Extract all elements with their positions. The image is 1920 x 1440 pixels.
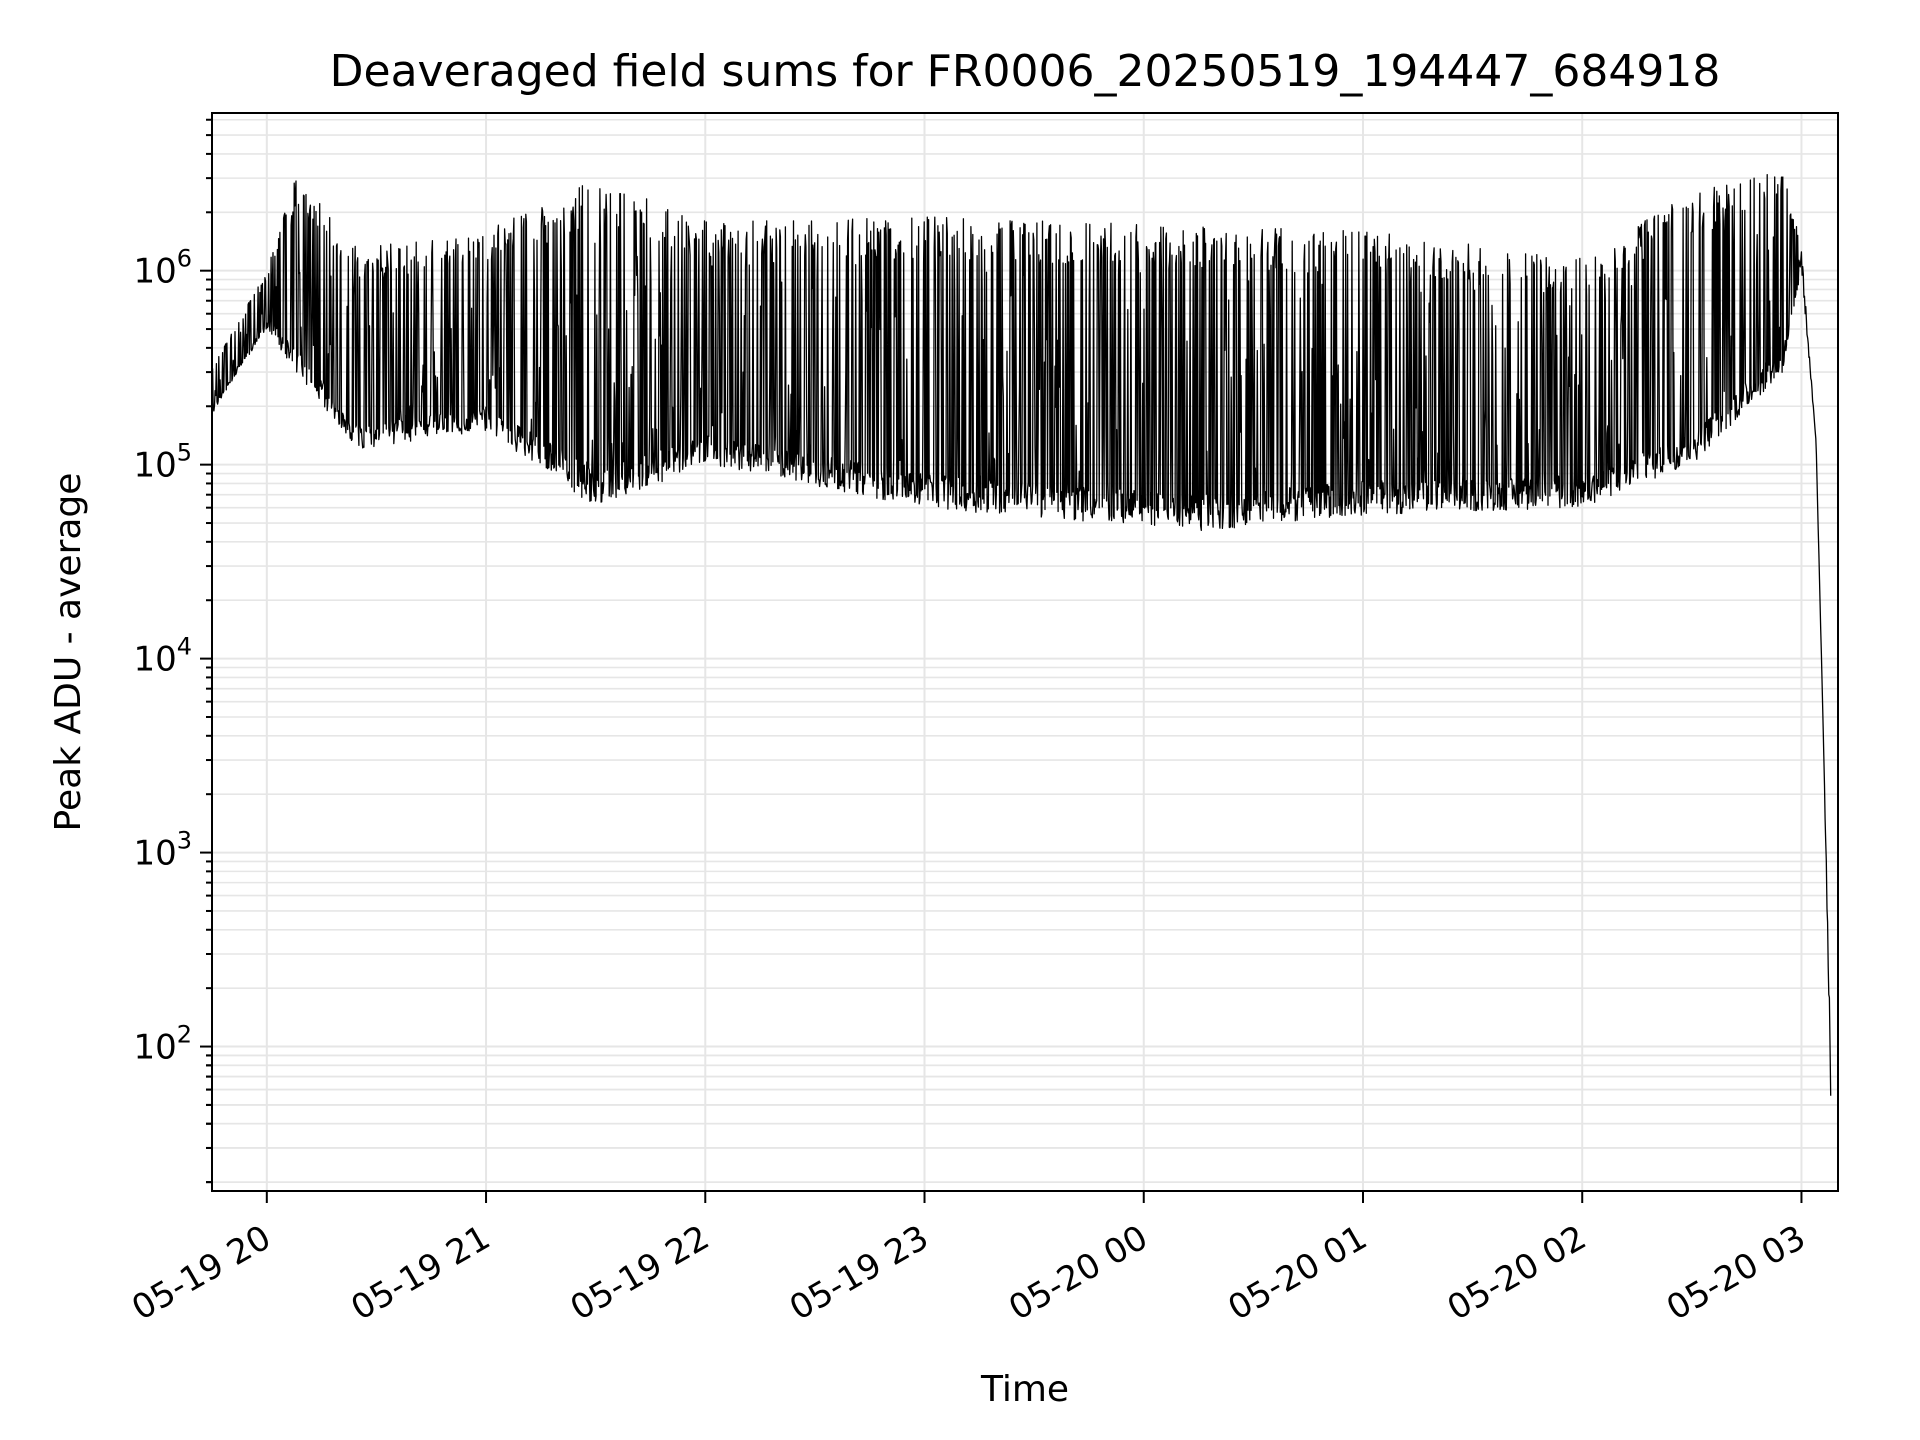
- y-tick-label: 104: [133, 633, 192, 680]
- y-tick-label: 103: [133, 827, 192, 874]
- y-tick-label: 105: [133, 439, 192, 486]
- plot-area: [211, 174, 1832, 1096]
- y-tick-base: 10: [133, 446, 176, 486]
- y-tick-label: 106: [133, 245, 192, 292]
- y-tick-exponent: 3: [177, 827, 192, 855]
- y-tick-label: 102: [133, 1021, 192, 1068]
- y-tick-base: 10: [133, 1028, 176, 1068]
- y-tick-exponent: 4: [177, 633, 192, 661]
- y-axis-label: Peak ADU - average: [48, 473, 89, 832]
- y-tick-base: 10: [133, 252, 176, 292]
- y-tick-exponent: 6: [177, 245, 192, 273]
- chart-title: Deaveraged field sums for FR0006_2025051…: [330, 46, 1721, 97]
- x-axis-label: Time: [980, 1369, 1069, 1410]
- y-tick-base: 10: [133, 834, 176, 874]
- axes-frame: [211, 112, 1839, 1192]
- series-line: [211, 174, 1832, 1096]
- y-tick-exponent: 5: [177, 439, 192, 467]
- y-tick-base: 10: [133, 640, 176, 680]
- y-tick-exponent: 2: [177, 1021, 192, 1049]
